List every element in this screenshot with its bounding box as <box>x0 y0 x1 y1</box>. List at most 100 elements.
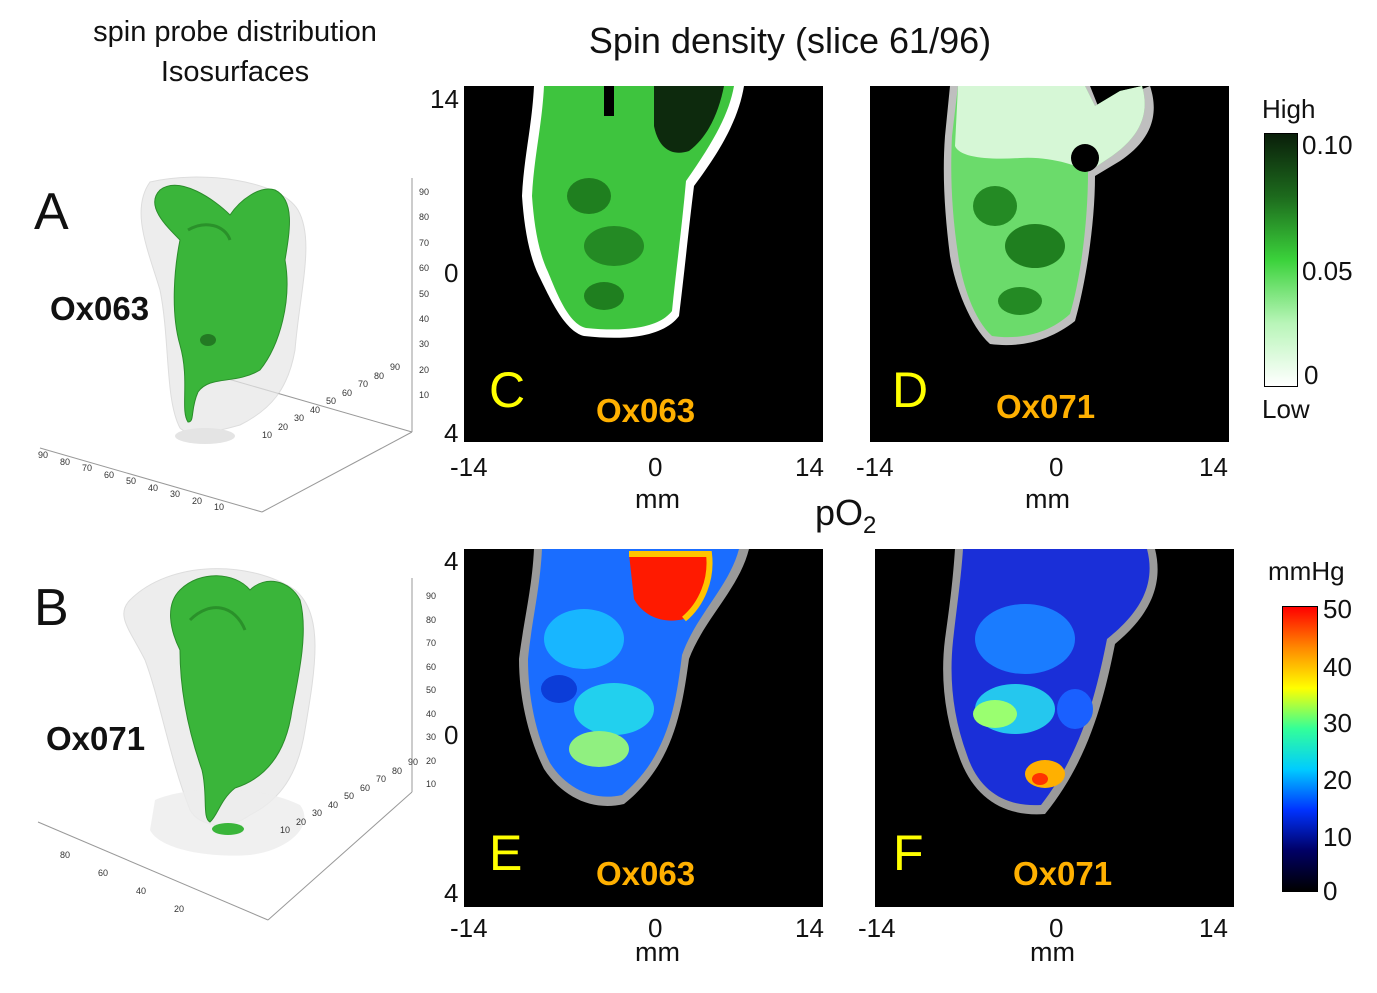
iso-axis-tick: 60 <box>360 782 371 793</box>
x-tick-c-mid: 0 <box>648 452 663 482</box>
x-tick-f-mid: 0 <box>1049 913 1064 943</box>
spin-colorbar <box>1264 133 1298 387</box>
x-label-e: mm <box>635 937 680 967</box>
iso-axis-tick: 20 <box>296 816 307 827</box>
iso-axis-tick: 90 <box>426 591 437 601</box>
x-tick-d-mid: 0 <box>1049 452 1064 482</box>
panel-letter-d: D <box>892 362 929 418</box>
iso-sample-label-a: Ox063 <box>50 290 150 327</box>
po2-map-e: E Ox063 <box>464 549 823 907</box>
spin-density-title: Spin density (slice 61/96) <box>588 20 992 61</box>
panel-letter-a: A <box>34 183 69 241</box>
isosurface-plot-b <box>37 568 413 921</box>
iso-b-z-ticks: 90 80 70 60 50 40 30 20 10 <box>426 585 436 797</box>
iso-axis-tick: 20 <box>419 364 430 375</box>
iso-axis-tick: 30 <box>294 413 305 423</box>
iso-axis-tick: 10 <box>262 430 273 440</box>
iso-axis-tick: 80 <box>60 850 71 860</box>
y-tick-c-bottom: 4 <box>444 418 459 448</box>
spin-cbar-tick-bottom: 0 <box>1304 360 1319 390</box>
map-sample-label-f: Ox071 <box>1013 855 1113 892</box>
spin-colorbar-low-label: Low <box>1262 394 1310 424</box>
iso-axis-tick: 90 <box>419 187 430 197</box>
iso-axis-tick: 60 <box>342 387 353 398</box>
po2-title-sub: 2 <box>863 512 877 540</box>
po2-cbar-tick-30: 30 <box>1323 708 1352 738</box>
y-tick-c-top: 14 <box>430 84 459 114</box>
iso-axis-tick: 80 <box>60 456 71 467</box>
iso-axis-tick: 30 <box>170 489 181 499</box>
iso-axis-tick: 20 <box>426 755 437 766</box>
x-label-f: mm <box>1030 937 1075 967</box>
panel-letter-c: C <box>489 362 526 418</box>
iso-axis-tick: 30 <box>426 732 437 742</box>
x-tick-e-right: 14 <box>795 913 824 943</box>
iso-axis-tick: 60 <box>104 469 115 480</box>
po2-map-f: F Ox071 <box>875 549 1234 907</box>
map-sample-label-d: Ox071 <box>996 388 1096 425</box>
iso-axis-tick: 20 <box>278 421 289 432</box>
po2-cbar-tick-40: 40 <box>1323 652 1352 682</box>
iso-axis-tick: 60 <box>98 868 109 878</box>
iso-axis-tick: 50 <box>126 476 137 486</box>
spin-colorbar-high-label: High <box>1262 94 1316 124</box>
iso-axis-tick: 70 <box>426 638 437 648</box>
po2-cbar-tick-10: 10 <box>1323 822 1352 852</box>
iso-axis-tick: 70 <box>376 774 387 784</box>
iso-axis-tick: 80 <box>419 212 430 223</box>
x-tick-c-right: 14 <box>795 452 824 482</box>
po2-cbar-tick-0: 0 <box>1323 876 1338 906</box>
iso-axis-tick: 70 <box>82 463 93 473</box>
iso-axis-tick: 10 <box>419 390 430 401</box>
iso-axis-tick: 90 <box>408 757 419 767</box>
iso-sample-label-b: Ox071 <box>46 720 146 757</box>
map-sample-label-e: Ox063 <box>596 855 696 892</box>
x-tick-c-left: -14 <box>450 452 488 482</box>
po2-title-main: pO <box>815 492 864 533</box>
spin-cbar-tick-mid: 0.05 <box>1302 256 1353 286</box>
iso-axis-tick: 40 <box>419 314 430 325</box>
y-tick-c-mid: 0 <box>444 258 459 288</box>
x-tick-e-left: -14 <box>450 913 488 943</box>
x-label-c: mm <box>635 484 680 514</box>
iso-axis-tick: 70 <box>358 379 369 389</box>
isosurface-plot-a <box>39 176 413 513</box>
po2-title: pO2 <box>815 492 876 540</box>
x-label-d: mm <box>1025 484 1070 514</box>
panel-letter-f: F <box>893 825 924 881</box>
iso-axis-tick: 10 <box>426 779 437 789</box>
left-heading-line2: Isosurfaces <box>160 56 310 88</box>
y-tick-e-mid: 0 <box>444 720 459 750</box>
y-tick-e-top: 4 <box>444 546 459 576</box>
iso-axis-tick: 40 <box>148 482 159 493</box>
iso-axis-tick: 40 <box>310 404 321 415</box>
iso-axis-tick: 30 <box>312 808 323 818</box>
iso-axis-tick: 20 <box>192 495 203 506</box>
iso-axis-tick: 70 <box>419 237 430 248</box>
iso-axis-tick: 40 <box>426 708 437 719</box>
iso-axis-tick: 80 <box>392 765 403 776</box>
po2-cbar-tick-20: 20 <box>1323 765 1352 795</box>
x-tick-e-mid: 0 <box>648 913 663 943</box>
x-tick-f-left: -14 <box>858 913 896 943</box>
iso-axis-tick: 60 <box>426 661 437 672</box>
iso-axis-tick: 50 <box>419 288 430 299</box>
iso-axis-tick: 30 <box>419 339 430 350</box>
spin-map-c: C Ox063 <box>464 86 823 442</box>
iso-axis-tick: 90 <box>38 450 49 460</box>
iso-axis-tick: 80 <box>426 614 437 625</box>
iso-axis-tick: 50 <box>344 791 355 801</box>
map-sample-label-c: Ox063 <box>596 392 696 429</box>
po2-cbar-tick-50: 50 <box>1323 594 1352 624</box>
x-tick-d-left: -14 <box>856 452 894 482</box>
iso-axis-tick: 50 <box>326 396 337 406</box>
iso-a-z-ticks: 90 80 70 60 50 40 30 20 10 <box>419 180 429 409</box>
panel-letter-b: B <box>34 579 69 637</box>
iso-axis-tick: 60 <box>419 263 430 274</box>
iso-axis-tick: 90 <box>390 362 401 372</box>
iso-axis-tick: 20 <box>174 904 185 914</box>
y-tick-e-bottom: 4 <box>444 878 459 908</box>
iso-axis-tick: 40 <box>136 886 147 896</box>
iso-axis-tick: 80 <box>374 370 385 381</box>
x-tick-f-right: 14 <box>1199 913 1228 943</box>
